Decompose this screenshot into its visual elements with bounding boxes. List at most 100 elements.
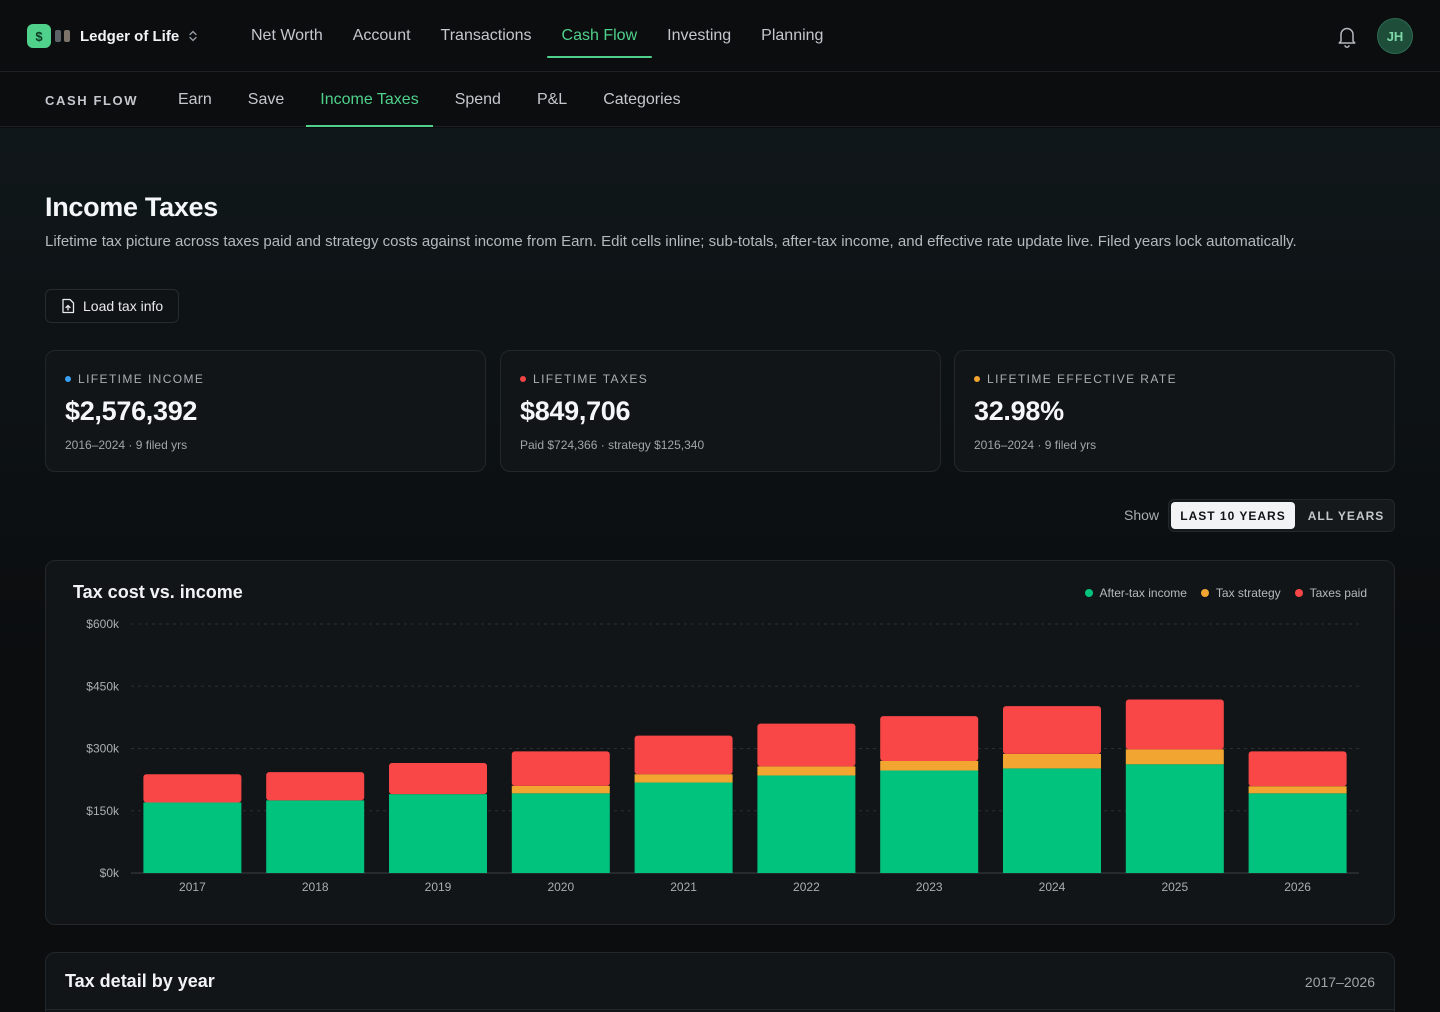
stat-subtext: 2016–2024 · 9 filed yrs	[65, 438, 188, 452]
stat-subtext: 2016–2024 · 9 filed yrs	[974, 438, 1097, 452]
section-label: CASH FLOW	[45, 93, 139, 108]
tab-categories[interactable]: Categories	[603, 91, 681, 108]
bar-segment	[757, 723, 856, 767]
bar-segment	[1125, 699, 1224, 750]
bar-segment	[1003, 768, 1101, 873]
detail-range: 2017–2026	[1304, 974, 1375, 990]
legend-item-after-tax-income: After-tax income	[1084, 586, 1187, 600]
stat-label: LIFETIME EFFECTIVE RATE	[987, 372, 1177, 386]
x-tick-label: 2020	[547, 880, 574, 894]
app-switcher[interactable]: $ Ledger of Life	[27, 24, 197, 48]
stat-value: 32.98%	[974, 396, 1064, 426]
stat-value: $2,576,392	[65, 396, 198, 426]
notification-bell-icon[interactable]	[1336, 24, 1358, 48]
stat-label-row: LIFETIME EFFECTIVE RATE	[974, 372, 1177, 386]
user-avatar[interactable]: JH	[1377, 18, 1413, 54]
stat-label-row: LIFETIME TAXES	[520, 372, 648, 386]
stat-card-lifetime-income: LIFETIME INCOME $2,576,392 2016–2024 · 9…	[45, 350, 486, 472]
main-nav-investing[interactable]: Investing	[667, 27, 732, 44]
x-tick-label: 2022	[793, 880, 820, 894]
x-tick-label: 2019	[425, 880, 452, 894]
range-option-all-years[interactable]: ALL YEARS	[1307, 508, 1385, 523]
bar-segment	[880, 760, 979, 771]
sub-nav-bar: CASH FLOW Earn Save Income Taxes Spend P…	[0, 73, 1440, 127]
bar-segment	[266, 800, 365, 873]
range-option-last-10-years[interactable]: LAST 10 YEARS	[1171, 502, 1295, 529]
app-name: Ledger of Life	[80, 27, 180, 45]
legend-dot-2	[1294, 589, 1303, 597]
stat-label: LIFETIME TAXES	[533, 372, 649, 386]
stat-dot-0	[65, 376, 71, 382]
x-tick-label: 2025	[1161, 880, 1188, 894]
stat-label-row: LIFETIME INCOME	[65, 372, 204, 386]
legend-label: After-tax income	[1099, 586, 1187, 600]
x-tick-label: 2023	[916, 880, 943, 894]
stat-subtext: Paid $724,366 · strategy $125,340	[520, 438, 705, 452]
bar-segment	[634, 774, 733, 783]
range-toggle: LAST 10 YEARS ALL YEARS	[1168, 499, 1395, 532]
sub-nav: Earn Save Income Taxes Spend P&L Categor…	[160, 73, 699, 127]
bar-segment	[757, 775, 856, 873]
main-nav-planning[interactable]: Planning	[761, 27, 824, 44]
bar-segment	[1125, 749, 1224, 765]
bar-segment	[143, 802, 242, 873]
x-tick-label: 2021	[670, 880, 697, 894]
bar-segment	[511, 793, 610, 873]
bar-segment	[266, 772, 365, 801]
bar-segment	[389, 763, 487, 795]
bar-segment	[1003, 753, 1101, 769]
app-logo-icon: $	[27, 24, 51, 48]
main-nav-cash-flow[interactable]: Cash Flow	[546, 0, 653, 72]
load-tax-info-button[interactable]: Load tax info	[45, 289, 179, 323]
y-tick-label: $300k	[86, 742, 120, 756]
tax-chart: $0k $150k $300k $450k $600k 2017 2018 2019 2020 2…	[86, 617, 1359, 894]
stat-label: LIFETIME INCOME	[78, 372, 205, 386]
bar-segment	[757, 766, 856, 776]
bar-segment	[1003, 706, 1101, 754]
tab-income-taxes[interactable]: Income Taxes	[302, 73, 436, 127]
stat-card-lifetime-effective-rate: LIFETIME EFFECTIVE RATE 32.98% 2016–2024…	[954, 350, 1395, 472]
bar-segment	[389, 794, 487, 873]
x-tick-label: 2018	[302, 880, 329, 894]
stat-value: $849,706	[520, 396, 631, 426]
tab-pnl[interactable]: P&L	[536, 91, 568, 108]
x-tick-label: 2017	[179, 880, 206, 894]
main-nav-transactions[interactable]: Transactions	[440, 27, 532, 44]
bar-segment	[1125, 764, 1224, 873]
tab-earn[interactable]: Earn	[178, 91, 212, 108]
bar-segment	[1248, 751, 1347, 787]
y-tick-label: $150k	[86, 804, 120, 818]
bar-segment	[880, 770, 979, 873]
bar-segment	[634, 735, 733, 775]
y-tick-label: $0k	[100, 866, 120, 880]
legend-item-taxes-paid: Taxes paid	[1294, 586, 1367, 600]
bar-segment	[511, 785, 610, 794]
page-description: Lifetime tax picture across taxes paid a…	[45, 233, 1297, 250]
show-label: Show	[1124, 507, 1160, 523]
y-tick-label: $600k	[86, 617, 120, 631]
tab-save[interactable]: Save	[247, 91, 285, 108]
top-nav-bar: $ Ledger of Life Net Worth Account Trans…	[0, 0, 1440, 72]
main-nav-account[interactable]: Account	[352, 27, 411, 44]
bar-segment	[880, 716, 979, 761]
bar-segment	[1248, 793, 1347, 873]
x-tick-label: 2026	[1284, 880, 1311, 894]
detail-title: Tax detail by year	[65, 971, 215, 991]
legend-dot-1	[1200, 589, 1209, 597]
tax-detail-card: Tax detail by year 2017–2026	[45, 952, 1395, 1012]
y-tick-label: $450k	[86, 679, 120, 693]
tax-chart-card: $0k $150k $300k $450k $600k 2017 2018 2019 2020 2…	[45, 560, 1395, 925]
bar-segment	[143, 774, 242, 803]
legend-dot-0	[1084, 589, 1093, 597]
legend-item-tax-strategy: Tax strategy	[1200, 586, 1281, 600]
tab-spend[interactable]: Spend	[454, 91, 501, 108]
load-tax-info-label: Load tax info	[83, 298, 164, 314]
chart-legend: After-tax income Tax strategy Taxes paid	[1084, 586, 1367, 600]
stat-dot-2	[974, 376, 980, 382]
bar-segment	[1248, 786, 1347, 794]
legend-label: Tax strategy	[1215, 586, 1281, 600]
stat-dot-1	[520, 376, 526, 382]
divider	[46, 1009, 1394, 1010]
main-nav-net-worth[interactable]: Net Worth	[251, 27, 323, 44]
main-nav: Net Worth Account Transactions Cash Flow…	[236, 0, 838, 72]
